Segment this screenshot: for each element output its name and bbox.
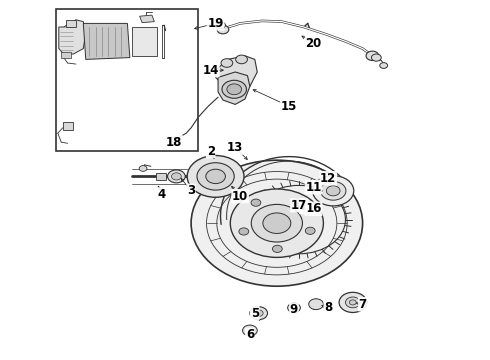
Circle shape (187, 156, 244, 197)
Circle shape (222, 80, 246, 98)
Circle shape (320, 181, 346, 200)
Polygon shape (156, 173, 166, 180)
Circle shape (239, 228, 249, 235)
Circle shape (169, 137, 180, 145)
Text: 4: 4 (158, 188, 166, 201)
Text: 14: 14 (202, 64, 219, 77)
Circle shape (305, 227, 315, 234)
Circle shape (243, 325, 257, 336)
Text: 13: 13 (227, 141, 244, 154)
Polygon shape (83, 23, 130, 59)
Polygon shape (218, 72, 250, 104)
Polygon shape (61, 52, 71, 58)
Circle shape (366, 51, 379, 60)
Circle shape (345, 297, 360, 308)
Polygon shape (140, 15, 154, 23)
Circle shape (236, 55, 247, 64)
Circle shape (380, 63, 388, 68)
Circle shape (230, 189, 323, 257)
Polygon shape (132, 27, 157, 56)
Circle shape (371, 54, 381, 61)
Text: 2: 2 (207, 145, 215, 158)
Circle shape (206, 169, 225, 184)
Circle shape (309, 299, 323, 310)
Text: 16: 16 (305, 202, 322, 215)
Text: 18: 18 (166, 136, 182, 149)
Text: 5: 5 (251, 307, 259, 320)
Text: 3: 3 (187, 184, 195, 197)
Circle shape (227, 84, 242, 95)
Text: 1: 1 (300, 201, 308, 213)
Circle shape (172, 173, 181, 180)
Circle shape (216, 22, 225, 29)
Polygon shape (63, 122, 73, 130)
Polygon shape (216, 56, 257, 94)
Text: 19: 19 (207, 17, 224, 30)
Circle shape (292, 199, 302, 206)
Circle shape (349, 300, 356, 305)
Bar (56, 9, 198, 151)
Circle shape (168, 170, 185, 183)
Circle shape (272, 245, 282, 252)
Circle shape (339, 292, 367, 312)
Circle shape (191, 160, 363, 286)
Text: 12: 12 (320, 172, 337, 185)
Circle shape (263, 213, 291, 233)
Text: 7: 7 (359, 298, 367, 311)
Circle shape (251, 199, 261, 206)
Circle shape (197, 163, 234, 190)
Circle shape (250, 307, 268, 320)
Text: 17: 17 (291, 199, 307, 212)
Circle shape (288, 303, 300, 312)
Text: 15: 15 (281, 100, 297, 113)
Circle shape (221, 59, 233, 67)
Circle shape (326, 186, 340, 196)
Polygon shape (59, 20, 86, 54)
Text: 6: 6 (246, 328, 254, 341)
Text: 8: 8 (324, 301, 332, 314)
Text: 9: 9 (290, 303, 298, 316)
Circle shape (251, 204, 302, 242)
Circle shape (139, 166, 147, 171)
Circle shape (254, 310, 263, 316)
Circle shape (313, 176, 354, 206)
Text: 11: 11 (305, 181, 322, 194)
Circle shape (217, 25, 229, 34)
Text: 20: 20 (305, 37, 322, 50)
Text: 10: 10 (232, 190, 248, 203)
Polygon shape (66, 20, 76, 27)
